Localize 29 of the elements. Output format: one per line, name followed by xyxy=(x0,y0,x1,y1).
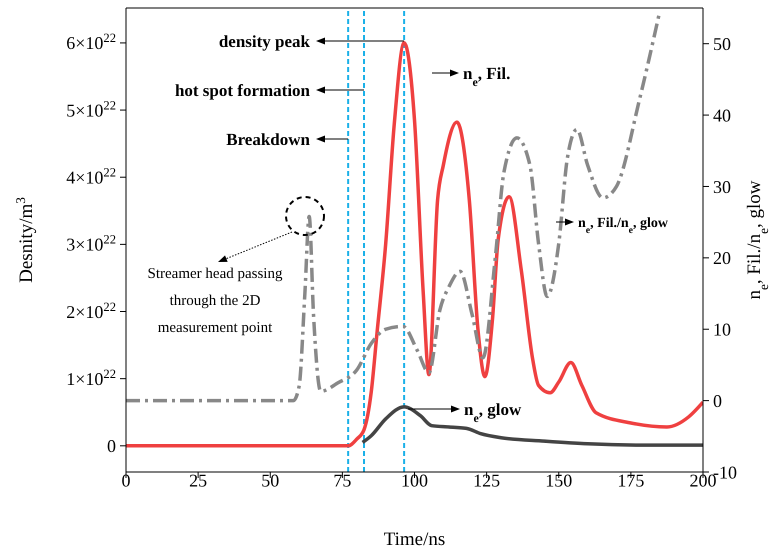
x-tick-label: 50 xyxy=(261,470,280,490)
ref-line-label: hot spot formation xyxy=(174,80,311,100)
ref-line-label: density peak xyxy=(218,32,311,51)
y2-tick-label: 20 xyxy=(713,248,731,268)
x-tick-label: 25 xyxy=(189,470,208,490)
series-label: n$_{e}$, Fil./n$_{e}$, glow xyxy=(578,216,669,236)
y-tick-label: 4×10$^{22}$ xyxy=(66,166,116,188)
x-tick-label: 75 xyxy=(333,470,352,490)
y-tick-label: 2×10$^{22}$ xyxy=(66,300,116,322)
y2-tick-label: 0 xyxy=(713,390,722,411)
y-tick-label: 3×10$^{22}$ xyxy=(66,232,116,255)
y2-tick-label: 50 xyxy=(713,34,731,54)
ref-line-label: Breakdown xyxy=(226,130,311,149)
annotation: Streamer head passing through the 2D measurement point xyxy=(148,266,283,336)
x-tick-label: 175 xyxy=(617,470,644,490)
y-tick-label: 1×10$^{22}$ xyxy=(66,366,116,389)
y2-tick-label: 40 xyxy=(713,105,731,126)
x-tick-label: 150 xyxy=(545,470,572,490)
y-tick-label: 5×10$^{22}$ xyxy=(66,98,116,120)
y2-tick-label: 10 xyxy=(713,320,731,340)
series-label: n$_{e}$, glow xyxy=(464,400,522,425)
x-tick-label: 125 xyxy=(473,470,500,490)
x-tick-label: 100 xyxy=(401,470,428,490)
y-tick-label: 0 xyxy=(107,436,116,456)
y-tick-label: 6×10$^{22}$ xyxy=(66,31,116,54)
x-axis-title: Time/ns xyxy=(384,529,446,550)
series-label: n$_{e}$, Fil. xyxy=(463,64,510,89)
y2-tick-label: 30 xyxy=(713,176,731,197)
x-tick-label: 0 xyxy=(122,470,130,490)
